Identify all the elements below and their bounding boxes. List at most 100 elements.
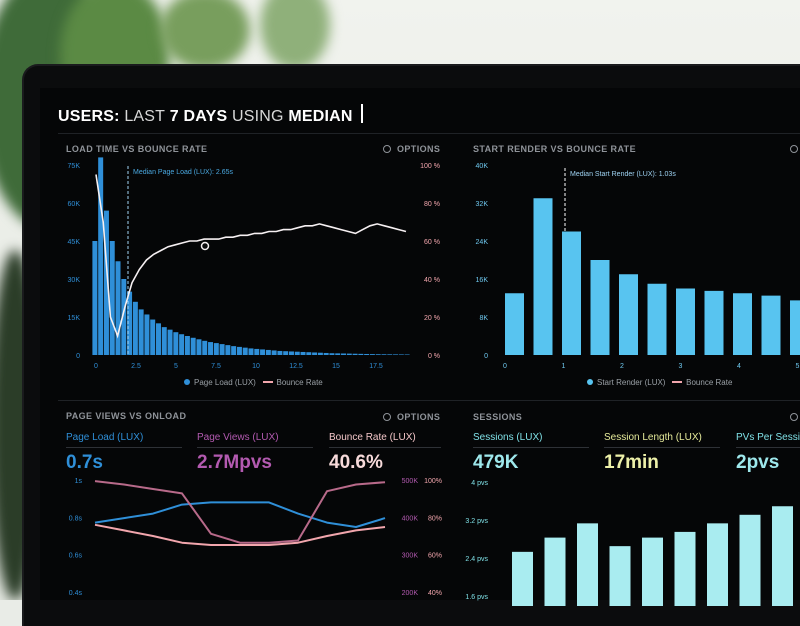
- y-tick-right-views: 200K: [402, 590, 419, 597]
- options-icon: [790, 145, 798, 153]
- load-time-bar: [167, 329, 173, 355]
- load-time-bar: [208, 342, 214, 355]
- y-tick-left: 1s: [75, 478, 83, 485]
- load-time-bar: [393, 354, 399, 355]
- load-time-bar: [329, 353, 335, 355]
- y-tick-left: 45K: [68, 239, 81, 246]
- load-time-bar: [242, 347, 248, 355]
- start-render-bar: [704, 290, 724, 355]
- y-tick-left: 0: [484, 353, 488, 360]
- load-time-bar: [173, 332, 179, 355]
- y-tick-left: 0.4s: [69, 590, 83, 597]
- x-tick: 3: [679, 363, 683, 370]
- options-button-render[interactable]: [790, 144, 800, 154]
- legend-line-label: Bounce Rate: [686, 378, 733, 387]
- pageviews-chart: 1s 0.8s 0.6s 0.4s 500K 400K 300K 200K 100% 80% 60%…: [69, 478, 442, 597]
- x-tick: 10: [252, 363, 260, 370]
- metric-label-pvs-per-session: PVs Per Sessio: [736, 432, 800, 443]
- panel-title-load: LOAD TIME VS BOUNCE RATE: [66, 144, 208, 154]
- metric-value-pvs-per-session: 2pvs: [736, 452, 780, 473]
- header-7days: 7 DAYS: [169, 108, 228, 125]
- dashboard-header[interactable]: USERS: LAST 7 DAYS USING MEDIAN: [58, 104, 363, 126]
- start-render-bar: [619, 274, 638, 355]
- sessions-bar: [642, 537, 663, 606]
- legend-line-swatch: [262, 381, 273, 383]
- panel-title-pageviews: PAGE VIEWS VS ONLOAD: [66, 411, 187, 421]
- y-tick-right-views: 300K: [402, 553, 419, 560]
- load-time-bar: [352, 353, 358, 355]
- options-button-pageviews[interactable]: OPTIONS: [383, 412, 440, 422]
- y-tick-right-bounce: 80%: [428, 515, 442, 522]
- start-render-bar: [505, 293, 524, 355]
- x-tick: 5: [796, 363, 800, 370]
- metric-underline: [604, 447, 720, 448]
- load-time-bar: [364, 353, 370, 355]
- sessions-bar: [577, 523, 598, 606]
- sessions-chart: 4 pvs 3.2 pvs 2.4 pvs 1.6 pvs: [465, 480, 793, 606]
- y-tick-right-views: 500K: [402, 478, 419, 485]
- header-users: USERS:: [58, 108, 120, 125]
- plant-blur: [260, 0, 330, 70]
- load-time-bar: [156, 323, 161, 355]
- panel-title-render: START RENDER VS BOUNCE RATE: [473, 144, 636, 154]
- y-tick-left: 24K: [476, 239, 489, 246]
- sessions-bar: [772, 506, 793, 606]
- x-tick: 0: [94, 363, 98, 370]
- y-tick-left: 32K: [476, 201, 489, 208]
- metric-value-session-length: 17min: [604, 452, 659, 473]
- median-annotation-render: Median Start Render (LUX): 1.03s: [570, 171, 676, 178]
- sessions-bar: [707, 523, 728, 606]
- load-time-bar: [196, 339, 202, 355]
- start-render-bar: [562, 231, 581, 355]
- x-tick: 1: [562, 363, 566, 370]
- load-time-bar: [231, 346, 237, 355]
- load-time-bar: [306, 352, 312, 355]
- y-tick-left: 0.6s: [69, 553, 83, 560]
- load-time-bar: [265, 349, 271, 355]
- x-tick: 5: [174, 363, 178, 370]
- load-time-bar: [132, 301, 138, 355]
- header-divider: [58, 133, 800, 134]
- y-tick-right-bounce: 40%: [428, 590, 442, 597]
- plant-blur: [160, 0, 250, 70]
- y-tick-left: 15K: [68, 315, 81, 322]
- x-tick: 0: [503, 363, 507, 370]
- load-time-bar: [225, 345, 231, 355]
- y-tick-right-bounce: 100%: [424, 478, 442, 485]
- options-icon: [790, 413, 798, 421]
- load-time-bar: [323, 352, 329, 355]
- load-time-bar: [369, 354, 375, 355]
- y-tick-left: 4 pvs: [471, 480, 488, 487]
- load-time-bar: [103, 210, 109, 355]
- x-tick: 2: [620, 363, 624, 370]
- y-tick-left: 0: [76, 353, 80, 360]
- metric-underline: [197, 447, 313, 448]
- legend-bar-label: Page Load (LUX): [194, 378, 256, 387]
- start-render-bar: [647, 283, 667, 355]
- load-time-bar: [115, 261, 121, 355]
- sessions-bar: [609, 546, 631, 606]
- row-divider: [58, 400, 800, 401]
- load-time-bar: [127, 291, 133, 355]
- y-tick-left: 30K: [68, 277, 81, 284]
- options-button-load[interactable]: OPTIONS: [383, 144, 440, 154]
- sessions-bar: [512, 551, 533, 606]
- options-icon: [383, 145, 391, 153]
- y-tick-left: 8K: [479, 315, 488, 322]
- median-annotation-load: Median Page Load (LUX): 2.65s: [133, 169, 234, 176]
- metric-label-bounce-rate: Bounce Rate (LUX): [329, 432, 416, 443]
- load-time-bar: [248, 348, 254, 355]
- load-time-bar: [288, 351, 294, 355]
- y-tick-left: 75K: [68, 163, 81, 170]
- header-last: LAST: [124, 108, 166, 125]
- legend-render: Start Render (LUX) Bounce Rate: [587, 378, 732, 387]
- y-tick-left: 40K: [476, 163, 489, 170]
- options-button-sessions[interactable]: [790, 412, 800, 422]
- options-label: OPTIONS: [397, 412, 441, 422]
- load-time-bar: [404, 354, 410, 355]
- load-time-bar: [202, 340, 208, 355]
- options-icon: [383, 413, 391, 421]
- start-render-bar: [761, 295, 781, 355]
- load-time-bar: [213, 343, 219, 355]
- y-tick-left: 0.8s: [69, 515, 83, 522]
